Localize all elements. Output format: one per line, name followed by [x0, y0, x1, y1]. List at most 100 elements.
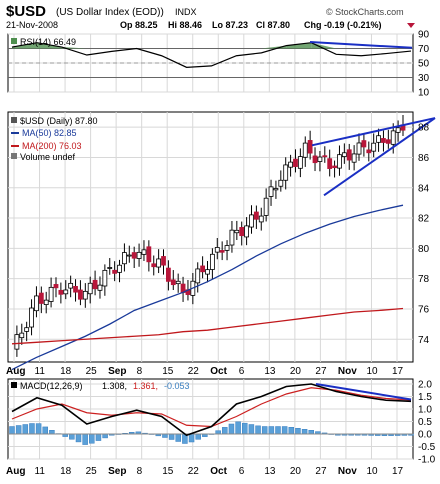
rsi-legend-swatch — [11, 38, 17, 44]
legend-ma200: MA(200) 76.03 — [22, 141, 82, 151]
watermark: © StockCharts.com — [326, 7, 404, 17]
macd-hist-bar-5 — [42, 426, 48, 435]
x-tick-label-mid-3: 25 — [86, 366, 98, 377]
price-legend-swatch — [11, 117, 17, 123]
candle-body-68 — [341, 152, 347, 157]
x-tick-label-bottom-12: 27 — [315, 466, 327, 477]
rsi-y-tick-2: 50 — [418, 59, 430, 70]
candle-body-38 — [195, 268, 201, 284]
x-tick-label-bottom-5: 8 — [137, 466, 143, 477]
candle-body-59 — [297, 156, 303, 169]
candle-body-6 — [38, 292, 44, 304]
candle-body-76 — [381, 138, 386, 143]
candle-body-51 — [258, 215, 264, 223]
macd-hist-bar-6 — [49, 430, 55, 435]
macd-legend-swatch — [11, 382, 17, 388]
macd-hist-value: -0.053 — [164, 381, 190, 391]
rsi-trendline — [309, 40, 413, 49]
macd-hist-bar-0 — [9, 426, 15, 435]
down-arrow-icon — [407, 23, 415, 28]
candle-body-29 — [151, 263, 157, 268]
candle-body-65 — [327, 158, 333, 169]
candle-body-32 — [165, 267, 171, 282]
rsi-y-tick-1: 30 — [418, 73, 430, 84]
macd-title: MACD(12,26,9) — [20, 381, 83, 391]
macd-hist-bar-43 — [295, 428, 301, 435]
x-tick-label-mid-15: 17 — [392, 366, 404, 377]
candle-body-42 — [214, 247, 220, 253]
macd-hist-bar-38 — [261, 426, 268, 435]
candle-body-69 — [346, 149, 352, 161]
candle-body-23 — [122, 252, 127, 265]
symbol-title: $USD — [6, 3, 46, 20]
macd-hist-bar-32 — [222, 427, 228, 435]
candle-body-73 — [366, 149, 372, 154]
x-tick-label-mid-7: 22 — [188, 366, 200, 377]
x-tick-label-mid-13: Nov — [338, 366, 357, 377]
macd-line — [11, 383, 412, 437]
candle-body-14 — [78, 289, 83, 300]
x-tick-label-bottom-11: 20 — [290, 466, 302, 477]
price-y-tick-1: 76 — [418, 304, 430, 315]
candle-body-67 — [337, 154, 342, 169]
candle-body-19 — [102, 269, 108, 287]
x-tick-label-mid-5: 8 — [137, 366, 143, 377]
x-tick-label-bottom-6: 15 — [162, 466, 174, 477]
macd-hist-bar-9 — [69, 433, 75, 440]
macd-y-tick-6: 2.0 — [418, 380, 432, 391]
x-tick-label-mid-9: 6 — [239, 366, 245, 377]
macd-hist-bar-28 — [195, 433, 201, 440]
x-tick-label-bottom-15: 17 — [392, 466, 404, 477]
rsi-y-tick-0: 10 — [418, 88, 430, 99]
macd-hist-bar-35 — [242, 422, 248, 435]
candle-body-22 — [117, 264, 122, 273]
candle-body-12 — [68, 282, 74, 289]
candle-body-39 — [200, 265, 206, 273]
macd-hist-bar-25 — [175, 433, 181, 442]
candle-body-71 — [356, 142, 362, 155]
macd-hist-bar-10 — [75, 433, 82, 443]
candle-body-8 — [48, 286, 54, 302]
candle-body-11 — [63, 289, 69, 295]
candle-body-9 — [53, 284, 59, 289]
candle-body-61 — [307, 140, 313, 154]
candle-body-30 — [156, 258, 162, 268]
candle-body-25 — [131, 252, 137, 259]
x-tick-label-bottom-10: 13 — [264, 466, 276, 477]
high-value: Hi 88.46 — [168, 20, 202, 30]
legend-price: $USD (Daily) 87.80 — [20, 116, 98, 126]
macd-hist-bar-41 — [281, 426, 288, 435]
macd-hist-bar-14 — [102, 433, 108, 439]
exchange-label: INDX — [175, 7, 197, 17]
candle-body-1 — [14, 334, 20, 350]
macd-hist-bar-37 — [255, 425, 261, 435]
macd-y-tick-0: -1.0 — [418, 455, 436, 466]
macd-y-tick-4: 1.0 — [418, 405, 432, 416]
candle-body-66 — [332, 165, 337, 169]
macd-hist-bar-27 — [188, 433, 195, 443]
macd-y-tick-1: -0.5 — [418, 442, 436, 453]
candle-body-50 — [253, 211, 259, 220]
candle-body-16 — [87, 282, 93, 295]
candle-body-13 — [73, 285, 78, 293]
x-tick-label-mid-6: 15 — [162, 366, 174, 377]
candle-body-45 — [229, 229, 235, 246]
x-tick-label-bottom-4: Sep — [108, 466, 126, 477]
macd-hist-bar-40 — [275, 426, 281, 435]
candle-body-40 — [205, 269, 210, 275]
price-y-tick-4: 82 — [418, 214, 430, 225]
x-tick-label-bottom-0: Aug — [6, 466, 25, 477]
candle-body-27 — [141, 249, 147, 255]
macd-hist-bar-36 — [248, 424, 255, 435]
candle-body-31 — [161, 256, 166, 266]
candle-body-41 — [209, 253, 215, 270]
price-y-tick-0: 74 — [418, 335, 430, 346]
candle-body-49 — [249, 214, 254, 228]
x-tick-label-mid-1: 11 — [35, 366, 46, 377]
candle-body-78 — [390, 130, 396, 145]
candle-body-18 — [97, 284, 103, 291]
candle-body-7 — [43, 299, 49, 305]
x-tick-label-mid-4: Sep — [108, 366, 126, 377]
candle-body-58 — [293, 158, 298, 167]
